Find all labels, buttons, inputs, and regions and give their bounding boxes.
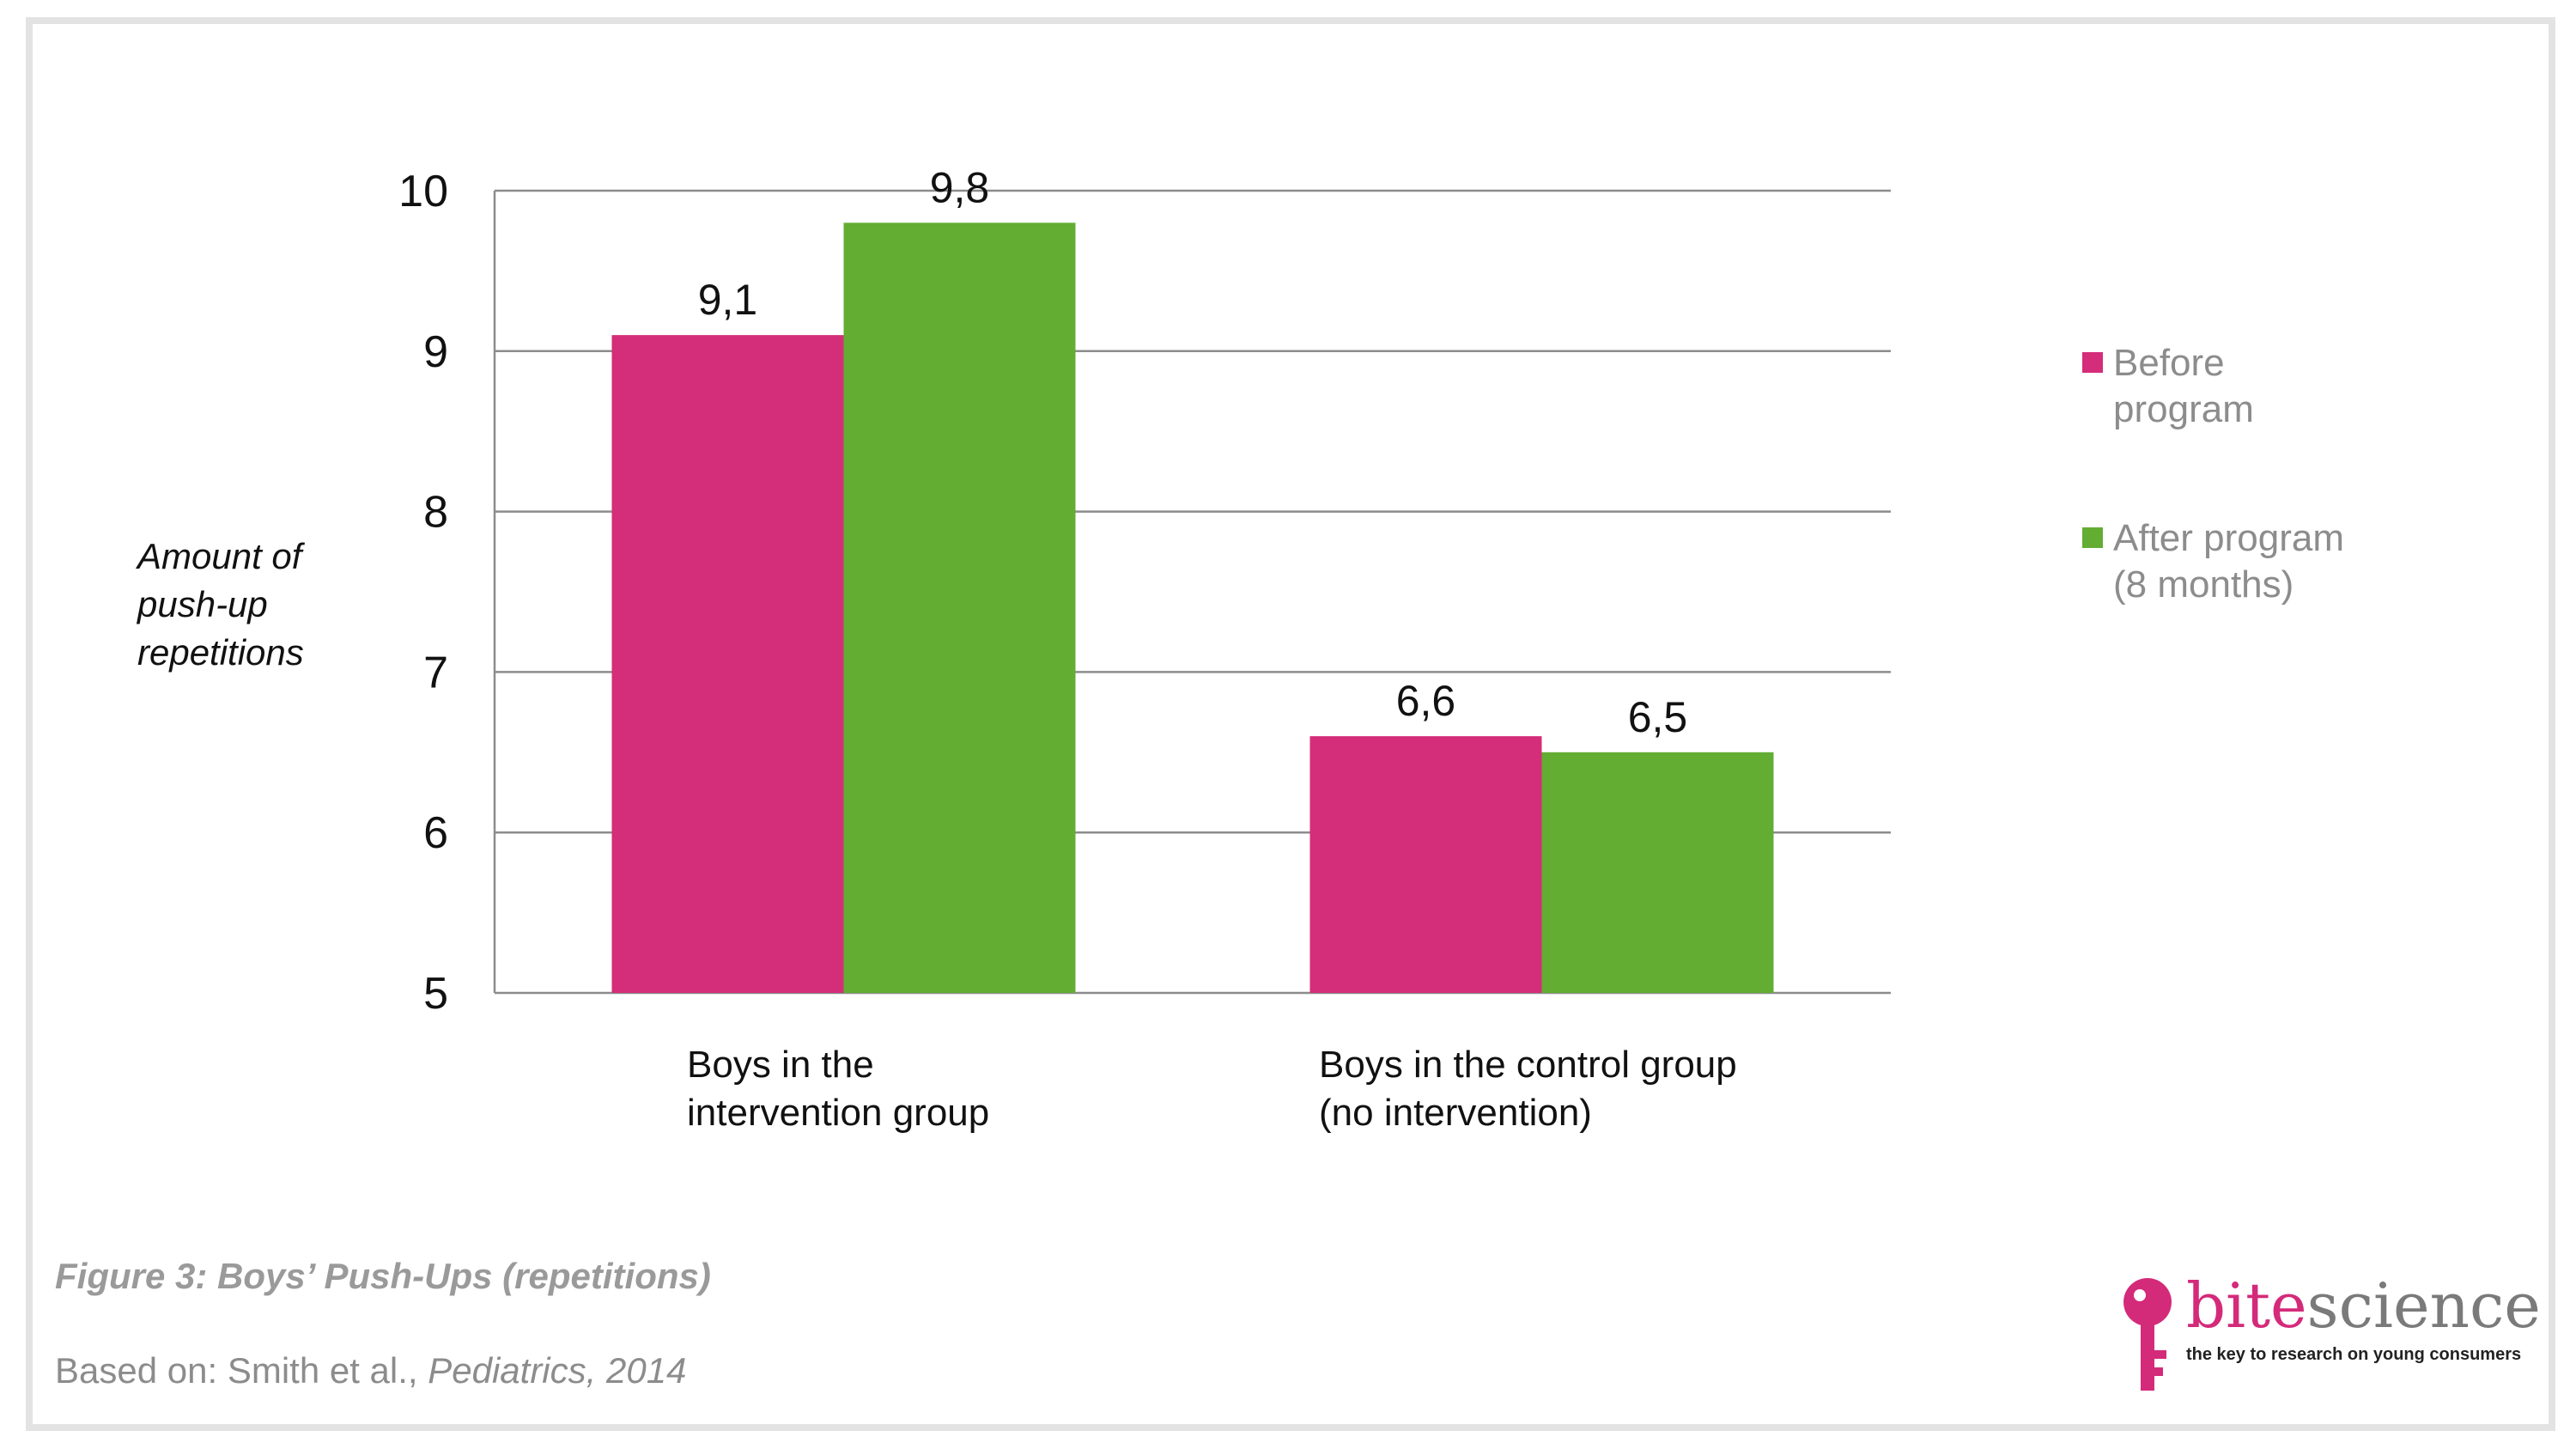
y-axis-label-line: Amount of	[137, 536, 302, 576]
category-label-intervention: Boys in the intervention group	[687, 1041, 1168, 1137]
logo-word-science: science	[2306, 1269, 2541, 1342]
key-icon	[2123, 1278, 2172, 1391]
legend-label-line: Before	[2113, 342, 2225, 384]
bar	[1541, 752, 1774, 993]
y-tick-label: 9	[423, 327, 448, 377]
y-tick-label: 5	[423, 969, 448, 1019]
legend-item-before: Before program	[2082, 340, 2439, 433]
source-journal: Pediatrics, 2014	[428, 1350, 687, 1391]
category-label-line: intervention group	[687, 1092, 990, 1134]
bar	[1309, 736, 1542, 993]
category-label-control: Boys in the control group (no interventi…	[1319, 1041, 1800, 1137]
legend-label-line: (8 months)	[2113, 563, 2294, 606]
source-prefix: Based on: Smith et al.,	[55, 1350, 428, 1391]
y-axis-label: Amount of push-up repetitions	[137, 533, 395, 677]
data-label: 6,5	[1628, 693, 1688, 741]
bar	[611, 335, 844, 993]
bitescience-logo: bitescience the key to research on young…	[2117, 1271, 2541, 1400]
logo-tagline: the key to research on young consumers	[2186, 1345, 2522, 1364]
bar	[843, 222, 1076, 993]
legend-label-line: program	[2113, 388, 2254, 430]
legend-label-line: After program	[2113, 517, 2344, 559]
data-label: 6,6	[1396, 677, 1456, 725]
legend-swatch-after	[2082, 527, 2103, 548]
y-tick-label: 6	[423, 808, 448, 858]
figure-title: Figure 3: Boys’ Push-Ups (repetitions)	[55, 1256, 711, 1296]
data-label: 9,1	[698, 276, 758, 324]
figure-source: Based on: Smith et al., Pediatrics, 2014	[55, 1350, 686, 1391]
data-label: 9,8	[930, 163, 990, 211]
category-label-line: Boys in the	[687, 1044, 874, 1086]
figure-frame	[26, 17, 2555, 1431]
y-axis-label-line: push-up	[137, 584, 268, 624]
y-tick-label: 8	[423, 488, 448, 538]
y-axis-label-line: repetitions	[137, 632, 304, 673]
y-tick-label: 10	[398, 167, 448, 216]
y-tick-label: 7	[423, 648, 448, 697]
category-label-line: (no intervention)	[1319, 1092, 1592, 1134]
category-label-line: Boys in the control group	[1319, 1044, 1737, 1086]
logo-word-bite: bite	[2186, 1269, 2307, 1342]
legend-swatch-before	[2082, 352, 2103, 373]
logo-wordmark: bitescience	[2186, 1271, 2541, 1340]
legend: Before program After program (8 months)	[2082, 340, 2439, 691]
legend-item-after: After program (8 months)	[2082, 515, 2439, 608]
